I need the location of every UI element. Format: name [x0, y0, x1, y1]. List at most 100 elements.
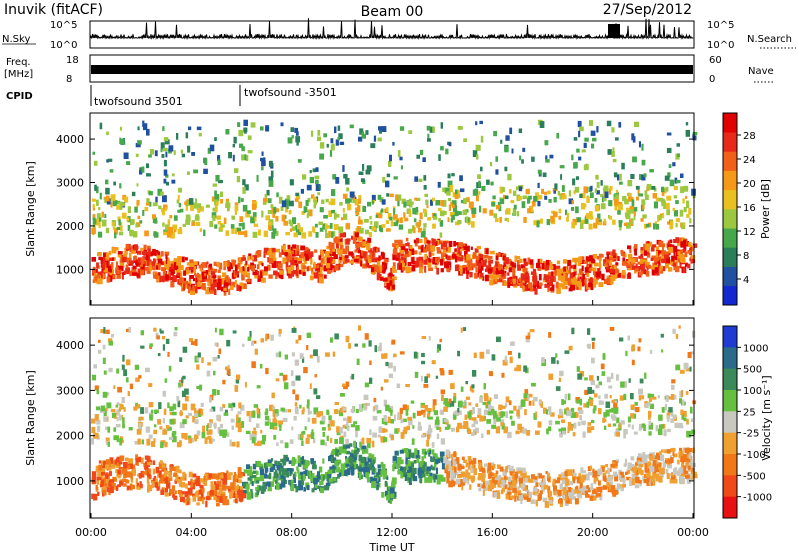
velocity-cell: [208, 437, 213, 444]
power-cell: [379, 265, 382, 272]
power-cell: [112, 200, 118, 207]
power-cell: [300, 252, 305, 259]
velocity-cell: [408, 419, 413, 426]
velocity-cell: [336, 469, 341, 473]
power-cell: [370, 220, 373, 225]
velocity-cell: [403, 426, 408, 432]
power-cell: [157, 251, 161, 257]
power-cell: [511, 148, 514, 154]
velocity-cell: [473, 468, 477, 475]
velocity-cell: [226, 432, 230, 437]
power-cell: [271, 261, 277, 268]
power-cell: [377, 194, 382, 200]
velocity-cell: [450, 383, 455, 389]
velocity-cell: [571, 492, 575, 497]
power-cell: [413, 218, 417, 223]
velocity-cell: [360, 441, 364, 447]
velocity-cell: [116, 402, 120, 406]
velocity-cell: [140, 407, 144, 414]
velocity-cell: [428, 424, 431, 430]
velocity-cell: [533, 413, 537, 420]
power-cell: [242, 222, 245, 230]
velocity-cell: [432, 453, 437, 457]
velocity-cell: [237, 411, 242, 415]
velocity-cell: [95, 465, 101, 472]
velocity-cell: [345, 335, 350, 343]
velocity-cell: [525, 339, 530, 343]
velocity-cell: [382, 428, 388, 433]
power-cell: [394, 239, 399, 244]
power-cell: [495, 156, 498, 162]
velocity-cell: [445, 420, 449, 425]
velocity-cell: [105, 329, 110, 334]
velocity-cell: [610, 474, 613, 481]
velocity-cell: [685, 454, 689, 460]
power-cell: [126, 267, 130, 275]
power-cell: [671, 255, 675, 262]
velocity-cell: [603, 425, 607, 430]
velocity-cell: [371, 481, 376, 489]
power-cell: [381, 224, 386, 228]
nsky-label: N.Sky: [2, 34, 30, 45]
velocity-cell: [287, 409, 291, 413]
power-cell: [668, 164, 672, 168]
power-cell: [352, 196, 356, 201]
power-cell: [360, 255, 363, 263]
power-cell: [577, 273, 580, 280]
power-cell: [139, 269, 145, 275]
power-cell: [372, 226, 377, 232]
velocity-cell: [632, 413, 637, 419]
velocity-cell: [332, 464, 336, 468]
velocity-cell: [188, 471, 193, 478]
velocity-cell: [225, 499, 230, 506]
velocity-cell: [266, 481, 271, 487]
power-cell: [435, 241, 438, 246]
power-cell: [568, 190, 572, 197]
power-cell: [583, 142, 587, 148]
power-cell: [144, 267, 149, 271]
velocity-cell: [493, 491, 498, 498]
cpid-panel: CPID twofsound 3501 twofsound -3501: [6, 85, 337, 108]
power-cell: [201, 283, 206, 290]
power-cell: [425, 199, 429, 205]
velocity-cell: [488, 473, 491, 479]
power-cell: [597, 213, 601, 219]
freq-label-2: [MHz]: [4, 69, 33, 80]
power-cell: [376, 259, 381, 267]
power-cell: [169, 277, 173, 281]
power-cell: [172, 275, 177, 282]
velocity-cell: [402, 429, 408, 435]
power-cell: [613, 172, 618, 178]
velocity-cell: [472, 370, 477, 377]
velocity-cell: [253, 470, 258, 474]
power-cell: [479, 254, 484, 258]
velocity-cell: [109, 486, 114, 493]
velocity-cell: [434, 423, 440, 428]
velocity-cell: [102, 344, 106, 350]
velocity-cell: [283, 476, 286, 481]
power-cell: [524, 281, 527, 287]
power-cell: [266, 248, 272, 252]
power-cell: [668, 246, 674, 253]
power-cell: [186, 262, 190, 266]
velocity-cell: [612, 415, 617, 421]
power-cell: [471, 207, 477, 215]
power-cell: [551, 265, 556, 270]
velocity-cell: [333, 477, 337, 481]
power-cell: [675, 257, 681, 263]
velocity-cell: [100, 329, 106, 334]
power-cell: [217, 283, 222, 291]
velocity-cell: [675, 364, 681, 371]
power-cell: [475, 267, 478, 273]
velocity-cell: [237, 427, 242, 433]
velocity-cell: [91, 418, 96, 424]
velocity-cell: [149, 343, 153, 347]
freq-tick-top: 18: [66, 55, 79, 66]
power-cell: [655, 251, 658, 258]
power-cell: [212, 215, 216, 221]
velocity-cell: [524, 493, 529, 500]
power-cell: [328, 241, 332, 248]
power-cell: [446, 191, 451, 196]
velocity-cell: [564, 471, 570, 477]
velocity-cell: [509, 341, 515, 346]
